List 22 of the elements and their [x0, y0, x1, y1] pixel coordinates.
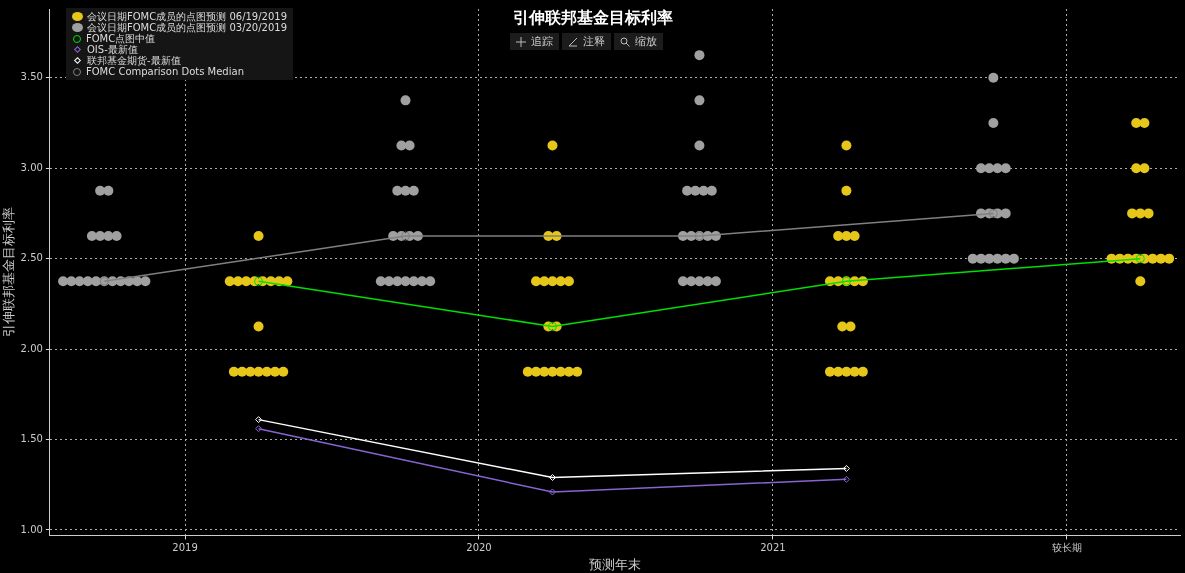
legend-label: FOMC点图中值 [86, 33, 156, 44]
legend-label: 会议日期FOMC成员的点图预测 03/20/2019 [87, 22, 288, 33]
y-tick-label: 3.00 [20, 161, 43, 173]
y-tick-label: 1.50 [20, 433, 43, 445]
y-tick-label: 3.50 [20, 71, 43, 83]
annotation: 追踪 [531, 34, 553, 49]
x-tick-label: 2021 [760, 541, 786, 553]
y-tick-label: 2.50 [20, 252, 43, 264]
annotation: 缩放 [635, 34, 657, 49]
legend-label: FOMC Comparison Dots Median [86, 66, 244, 77]
legend-label: OIS-最新值 [87, 44, 138, 55]
legend-label: 会议日期FOMC成员的点图预测 06/19/2019 [87, 11, 288, 22]
y-axis-title: 引伸联邦基金目标利率 [1, 207, 17, 338]
annotation: 注释 [583, 34, 605, 49]
x-tick-label: 较长期 [1051, 541, 1082, 553]
x-tick-label: 2019 [172, 541, 198, 553]
y-tick-label: 1.00 [20, 523, 43, 535]
x-tick-label: 2020 [466, 541, 492, 553]
legend-label: 联邦基金期货-最新值 [87, 55, 181, 66]
y-tick-label: 2.00 [20, 342, 43, 354]
x-axis-title: 预测年末 [588, 556, 641, 572]
chart-title: 引伸联邦基金目标利率 [512, 8, 673, 27]
